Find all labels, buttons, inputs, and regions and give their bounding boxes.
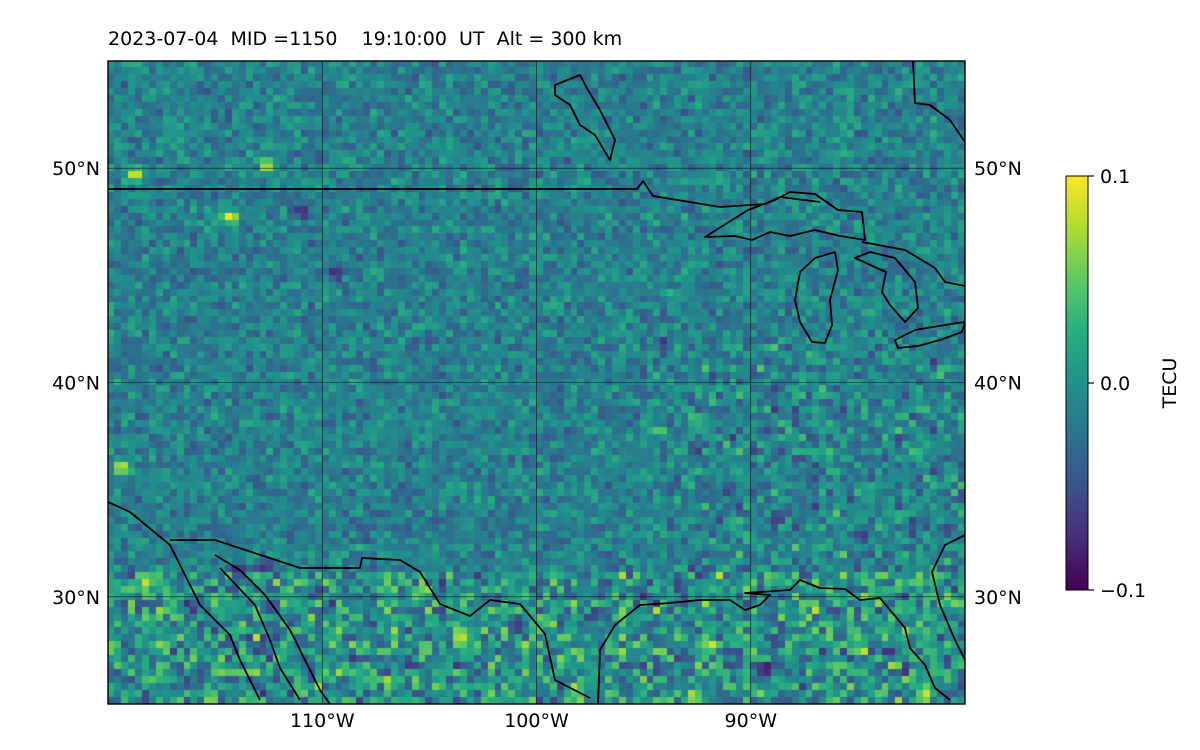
latitude-labels-left: 50°N 40°N 30°N — [52, 158, 100, 609]
colorbar-ticks: 0.1 0.0 −0.1 — [1088, 166, 1146, 602]
lat-tick-label-left: 40°N — [52, 373, 100, 395]
lake-michigan — [794, 251, 839, 344]
lat-tick-label-left: 50°N — [52, 158, 100, 180]
florida-coast — [931, 534, 965, 661]
pacific-coast — [108, 501, 261, 701]
gridlines — [108, 61, 965, 704]
great-lakes-east-shore — [861, 241, 965, 287]
hudson-bay-coast — [912, 61, 965, 143]
longitude-labels: 110°W 100°W 90°W — [290, 710, 777, 732]
map-area — [108, 61, 965, 704]
lat-tick-label-right: 50°N — [974, 158, 1022, 180]
colorbar-tick-label: 0.0 — [1100, 373, 1130, 395]
lake-huron — [854, 251, 919, 323]
colorbar-tick-label: 0.1 — [1100, 166, 1130, 188]
colorbar-label: TECU — [1159, 358, 1181, 410]
lat-tick-label-left: 30°N — [52, 587, 100, 609]
colorbar: 0.1 0.0 −0.1 TECU — [1065, 166, 1181, 602]
colorbar-tick-label: −0.1 — [1100, 580, 1146, 602]
lake-superior — [704, 191, 866, 241]
baja-peninsula — [214, 554, 331, 704]
lat-tick-label-right: 40°N — [974, 373, 1022, 395]
lon-tick-label: 100°W — [504, 710, 569, 732]
colorbar-gradient — [1065, 175, 1089, 591]
map-frame — [107, 60, 966, 705]
lake-winnipeg — [554, 74, 616, 161]
lon-tick-label: 110°W — [290, 710, 355, 732]
gulf-of-california — [219, 567, 301, 701]
latitude-labels-right: 50°N 40°N 30°N — [974, 158, 1022, 609]
map-title: 2023-07-04 MID =1150 19:10:00 UT Alt = 3… — [108, 28, 623, 50]
gulf-coast — [597, 579, 951, 704]
coastlines — [108, 61, 965, 704]
lake-erie — [894, 321, 965, 349]
lon-tick-label: 90°W — [725, 710, 778, 732]
us-mexico-border — [170, 539, 591, 699]
lat-tick-label-right: 30°N — [974, 587, 1022, 609]
